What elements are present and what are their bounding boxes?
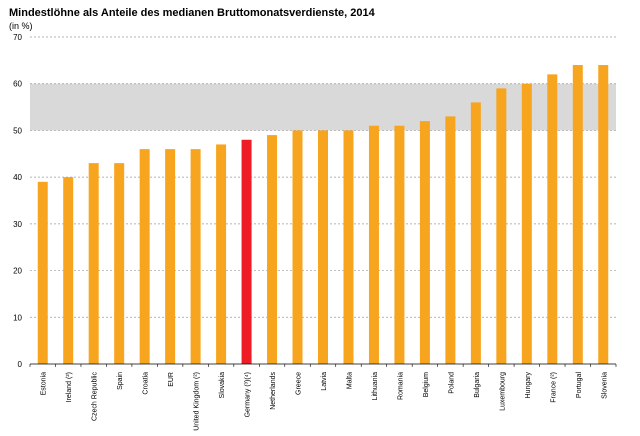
bar xyxy=(521,83,532,364)
y-tick-label: 20 xyxy=(13,267,22,276)
x-tick-label: Lithuania xyxy=(372,372,379,401)
x-tick-label: Greece xyxy=(296,372,303,395)
bar xyxy=(114,163,125,364)
x-tick-label: France (²) xyxy=(550,372,557,403)
x-tick-label: Portugal xyxy=(576,372,583,399)
x-tick-label: United Kingdom (²) xyxy=(194,372,201,431)
x-tick-label: Slovenia xyxy=(601,372,608,399)
x-tick-label: Spain xyxy=(117,372,124,390)
bar xyxy=(419,121,430,364)
bar xyxy=(88,163,99,364)
x-tick-label: Germany (³)(⁴) xyxy=(245,372,252,417)
bar xyxy=(216,144,227,364)
x-tick-label: Croatia xyxy=(143,372,150,395)
y-tick-label: 40 xyxy=(13,173,22,182)
y-tick-label: 30 xyxy=(13,220,22,229)
y-tick-label: 70 xyxy=(13,33,22,42)
x-tick-label: Belgium xyxy=(423,372,430,397)
x-tick-label: Estonia xyxy=(41,372,48,395)
bar xyxy=(139,149,150,364)
bar xyxy=(292,130,303,364)
x-tick-label: Slovakia xyxy=(219,372,226,399)
bar xyxy=(598,65,609,365)
y-tick-label: 50 xyxy=(13,126,22,135)
bar xyxy=(241,139,252,364)
x-tick-label: Netherlands xyxy=(270,372,277,410)
x-tick-label: Poland xyxy=(448,372,455,394)
bar xyxy=(165,149,176,364)
bar xyxy=(445,116,456,365)
bar xyxy=(470,102,481,365)
bar xyxy=(190,149,201,364)
reference-band xyxy=(30,83,616,131)
x-tick-label: Luxembourg xyxy=(499,372,506,411)
bar xyxy=(267,135,278,364)
y-axis-unit-label: (in %) xyxy=(9,21,33,31)
bar xyxy=(318,130,328,364)
x-tick-label: Czech Republic xyxy=(92,372,99,422)
chart-title: Mindestlöhne als Anteile des medianen Br… xyxy=(9,7,375,19)
x-tick-label: Latvia xyxy=(321,372,328,391)
bar xyxy=(37,181,48,364)
x-tick-label: Ireland (²) xyxy=(66,372,73,402)
bar xyxy=(394,125,405,364)
bar xyxy=(343,130,354,364)
x-tick-label: Bulgaria xyxy=(474,372,481,398)
x-tick-label: Hungary xyxy=(525,372,532,399)
bar xyxy=(368,125,379,364)
x-tick-label: EUR xyxy=(168,372,175,387)
y-tick-label: 0 xyxy=(18,360,23,369)
y-tick-label: 10 xyxy=(13,313,22,322)
x-tick-label: Romania xyxy=(397,372,404,400)
bar xyxy=(572,65,583,365)
x-tick-label: Malta xyxy=(346,372,353,389)
bar xyxy=(547,74,558,364)
bar xyxy=(496,88,507,364)
y-tick-label: 60 xyxy=(13,80,22,89)
bar xyxy=(63,177,74,364)
